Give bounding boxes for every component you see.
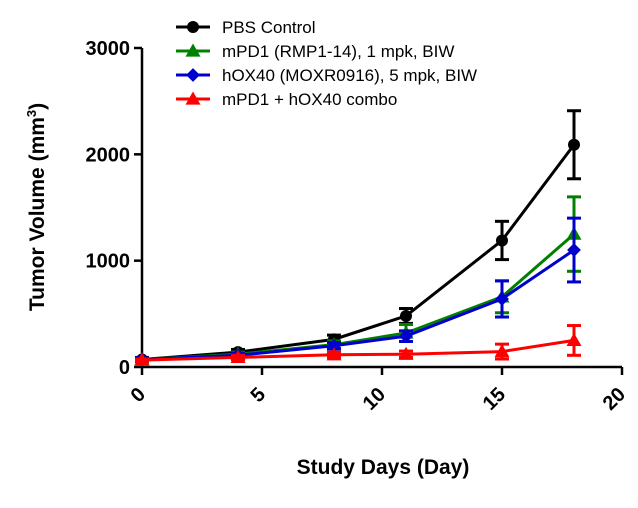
data-point xyxy=(568,138,580,151)
y-axis-title-main: Tumor Volume (mm xyxy=(26,117,49,311)
data-point xyxy=(230,349,246,364)
legend-item-3: hOX40 (MOXR0916), 5 mpk, BIW xyxy=(176,66,477,85)
series-line xyxy=(141,232,575,362)
data-point xyxy=(566,332,582,347)
series-1 xyxy=(135,109,581,366)
y-axis-title: Tumor Volume (mm3) xyxy=(24,103,49,311)
x-tick-label: 0 xyxy=(127,383,150,406)
legend-label: hOX40 (MOXR0916), 5 mpk, BIW xyxy=(222,66,477,85)
data-point xyxy=(496,234,508,247)
data-point xyxy=(495,292,509,306)
y-tick-label: 2000 xyxy=(86,144,131,166)
data-point xyxy=(494,344,510,358)
series-4 xyxy=(134,324,582,366)
data-point xyxy=(326,347,342,361)
x-tick-label: 15 xyxy=(479,383,510,414)
x-tick-label: 10 xyxy=(359,383,390,414)
legend-label: mPD1 + hOX40 combo xyxy=(222,90,397,109)
legend-item-1: PBS Control xyxy=(176,18,316,37)
legend-label: mPD1 (RMP1-14), 1 mpk, BIW xyxy=(222,42,454,61)
series-line xyxy=(141,338,575,362)
legend-marker xyxy=(185,43,201,57)
y-axis-title-close: ) xyxy=(26,103,49,110)
legend-item-2: mPD1 (RMP1-14), 1 mpk, BIW xyxy=(176,42,454,61)
legend-label: PBS Control xyxy=(222,18,316,37)
data-point xyxy=(567,243,581,257)
legend-item-4: mPD1 + hOX40 combo xyxy=(176,90,397,109)
data-point xyxy=(327,338,341,353)
legend-marker xyxy=(185,91,201,105)
data-point xyxy=(398,346,414,360)
y-tick-label: 3000 xyxy=(86,38,131,60)
data-point xyxy=(399,329,413,344)
legend-marker xyxy=(187,21,199,33)
data-point xyxy=(134,352,150,366)
x-axis-title: Study Days (Day) xyxy=(297,456,470,479)
x-tick-label: 5 xyxy=(247,383,270,406)
series-line xyxy=(141,143,576,362)
y-tick-label: 1000 xyxy=(86,251,131,273)
data-point xyxy=(400,309,412,322)
x-tick-label: 20 xyxy=(599,383,630,414)
series-line xyxy=(141,248,575,362)
y-axis-title-superscript: 3 xyxy=(24,110,39,117)
legend-marker xyxy=(186,68,200,82)
series-3 xyxy=(135,216,581,367)
y-tick-label: 0 xyxy=(119,357,130,379)
